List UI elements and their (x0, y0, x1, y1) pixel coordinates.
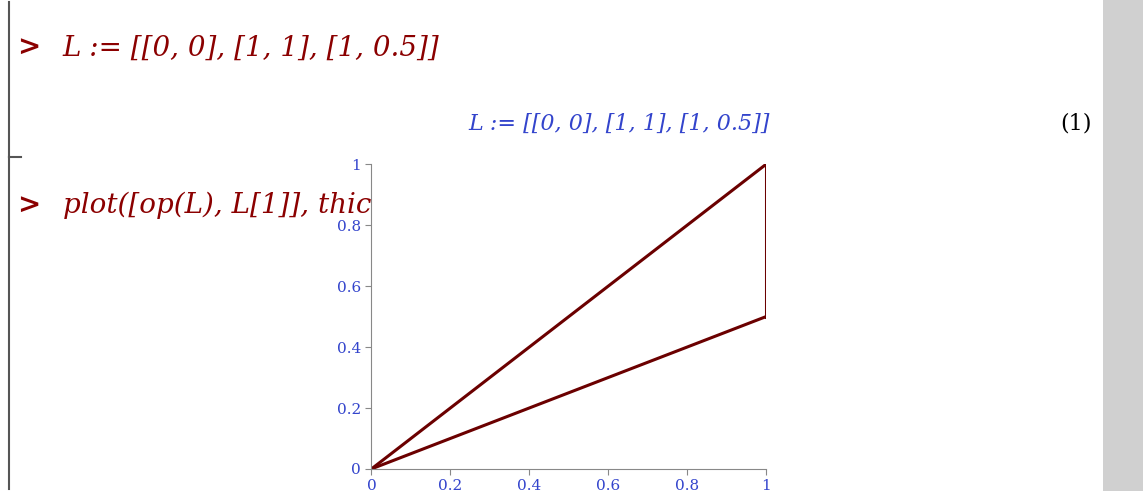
Text: (1): (1) (1060, 113, 1092, 135)
Text: >: > (17, 191, 40, 218)
Text: plot([op(L), L[1]], thickness = 3): plot([op(L), L[1]], thickness = 3) (63, 191, 520, 219)
Text: L := [[0, 0], [1, 1], [1, 0.5]]: L := [[0, 0], [1, 1], [1, 0.5]] (63, 34, 440, 61)
Text: L := [[0, 0], [1, 1], [1, 0.5]]: L := [[0, 0], [1, 1], [1, 0.5]] (469, 113, 770, 135)
Text: >: > (17, 34, 40, 61)
Bar (1103, 0, 1143, 491)
